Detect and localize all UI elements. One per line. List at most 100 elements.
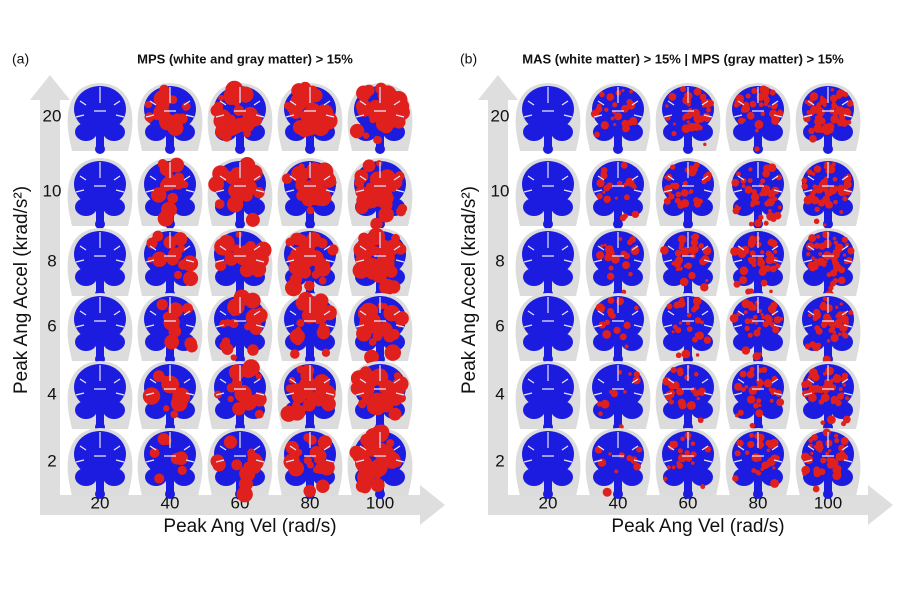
brain-stem (684, 194, 692, 222)
strain-region (749, 433, 754, 438)
sulci (593, 297, 643, 328)
strain-region (736, 171, 741, 177)
strain-region (163, 314, 180, 331)
strain-region (287, 105, 295, 113)
strain-region (822, 230, 830, 239)
strain-region (231, 459, 243, 471)
brain-image (725, 428, 791, 499)
brain (662, 364, 714, 410)
brain-image (277, 228, 343, 299)
brain-image (207, 289, 273, 364)
strain-region (255, 373, 262, 380)
strain-region (820, 178, 828, 187)
brain-image (585, 293, 651, 364)
row-label: 4 (495, 384, 504, 403)
brain-stem-end (683, 144, 693, 154)
sulci (663, 297, 713, 328)
strain-region (386, 439, 395, 448)
strain-region (220, 236, 235, 251)
strain-region (757, 326, 761, 331)
strain-region (700, 484, 706, 490)
strain-region (830, 378, 835, 383)
strain-region (830, 333, 839, 343)
strain-region (816, 107, 825, 117)
strain-region (769, 265, 777, 273)
strain-region (703, 336, 712, 344)
strain-region (232, 402, 246, 416)
strain-region (285, 384, 294, 393)
strain-region (746, 370, 755, 379)
strain-region (815, 440, 823, 448)
brain-image (655, 228, 721, 299)
strain-region (729, 313, 739, 323)
brain-stem-end (683, 219, 693, 229)
brain-stem (544, 119, 552, 147)
brain-image (795, 361, 861, 432)
strain-region (600, 244, 604, 248)
strain-region (758, 445, 762, 450)
strain-region (296, 319, 305, 328)
brain-stem (236, 329, 244, 357)
strain-region (838, 112, 846, 120)
strain-region (229, 318, 239, 329)
strain-region (246, 164, 263, 182)
strain-region (754, 219, 763, 228)
brain-image (725, 293, 791, 364)
brain-lower (75, 268, 97, 286)
strain-region (843, 319, 849, 326)
strain-region (773, 316, 782, 324)
strain-region (766, 212, 775, 221)
strain-region (607, 308, 614, 315)
brain-stem (824, 464, 832, 492)
brain-stem (306, 264, 314, 292)
strain-region (766, 448, 771, 453)
sulci (803, 432, 853, 463)
strain-region (834, 253, 840, 258)
brain-stem (544, 397, 552, 425)
brain-stem (684, 464, 692, 492)
strain-region (690, 451, 697, 458)
strain-region (751, 453, 761, 463)
strain-region (281, 173, 293, 184)
sulci (803, 162, 853, 193)
strain-region (837, 247, 841, 252)
brain-lower (215, 268, 237, 286)
brain (74, 86, 126, 132)
strain-region (366, 182, 373, 189)
strain-region (225, 114, 236, 125)
strain-region (758, 102, 764, 108)
strain-region (596, 178, 605, 188)
strain-region (319, 187, 330, 198)
strain-region (670, 164, 676, 170)
strain-region (596, 401, 603, 407)
strain-region (844, 242, 850, 247)
strain-region (824, 378, 830, 385)
brain-image (725, 228, 791, 299)
column-label: 80 (301, 493, 320, 512)
brain-stem-end (95, 219, 105, 229)
strain-region (365, 264, 381, 280)
strain-region (747, 440, 755, 449)
strain-region (388, 407, 402, 421)
brain-lower (593, 198, 615, 216)
strain-region (813, 469, 821, 478)
strain-region (291, 95, 299, 103)
strain-region (734, 98, 743, 106)
strain-region (769, 398, 774, 403)
strain-region (694, 317, 702, 324)
brain-stem (614, 464, 622, 492)
brain-lower (215, 468, 237, 486)
strain-region (835, 105, 840, 110)
strain-region (606, 93, 615, 101)
row-label: 8 (495, 251, 504, 270)
strain-region (623, 390, 627, 394)
strain-region (834, 243, 844, 253)
brain-stem (96, 119, 104, 147)
strain-region (757, 308, 763, 314)
strain-region (748, 167, 753, 172)
strain-region (762, 320, 767, 325)
strain-region (685, 454, 693, 462)
strain-region (323, 460, 334, 470)
strain-region (678, 266, 683, 271)
brain-image (655, 428, 721, 499)
